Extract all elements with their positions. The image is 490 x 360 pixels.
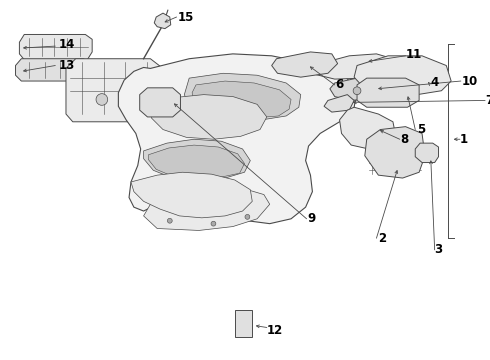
Polygon shape — [324, 95, 354, 112]
Polygon shape — [357, 78, 419, 107]
Polygon shape — [16, 59, 90, 81]
Circle shape — [353, 87, 361, 95]
Polygon shape — [148, 145, 245, 179]
Polygon shape — [271, 52, 338, 77]
Text: 10: 10 — [462, 75, 478, 87]
Polygon shape — [144, 139, 250, 180]
Text: 11: 11 — [406, 48, 422, 61]
Circle shape — [245, 215, 250, 219]
Polygon shape — [340, 107, 396, 149]
Circle shape — [168, 218, 172, 223]
Polygon shape — [365, 127, 425, 178]
Polygon shape — [150, 95, 267, 139]
Polygon shape — [119, 54, 357, 224]
Circle shape — [96, 94, 108, 105]
Text: 1: 1 — [460, 133, 468, 146]
Polygon shape — [20, 35, 92, 60]
Polygon shape — [144, 188, 270, 230]
Text: 9: 9 — [308, 212, 316, 225]
Polygon shape — [66, 59, 163, 122]
Polygon shape — [184, 73, 301, 120]
Polygon shape — [330, 78, 378, 100]
Polygon shape — [415, 143, 439, 162]
Bar — [235, 310, 252, 337]
Text: 2: 2 — [378, 232, 387, 245]
Polygon shape — [140, 88, 180, 117]
Text: 14: 14 — [58, 38, 74, 51]
Text: 5: 5 — [417, 123, 425, 136]
Text: 4: 4 — [431, 76, 439, 90]
Circle shape — [211, 221, 216, 226]
Text: 15: 15 — [177, 10, 194, 23]
Text: 6: 6 — [336, 78, 344, 91]
Polygon shape — [354, 56, 451, 95]
Text: 12: 12 — [267, 324, 283, 337]
Polygon shape — [154, 13, 171, 29]
Text: 8: 8 — [401, 133, 409, 146]
Text: 7: 7 — [485, 94, 490, 107]
Text: 13: 13 — [58, 59, 74, 72]
Polygon shape — [131, 172, 252, 218]
Text: 3: 3 — [435, 243, 443, 256]
Polygon shape — [192, 81, 291, 118]
Polygon shape — [311, 54, 393, 79]
